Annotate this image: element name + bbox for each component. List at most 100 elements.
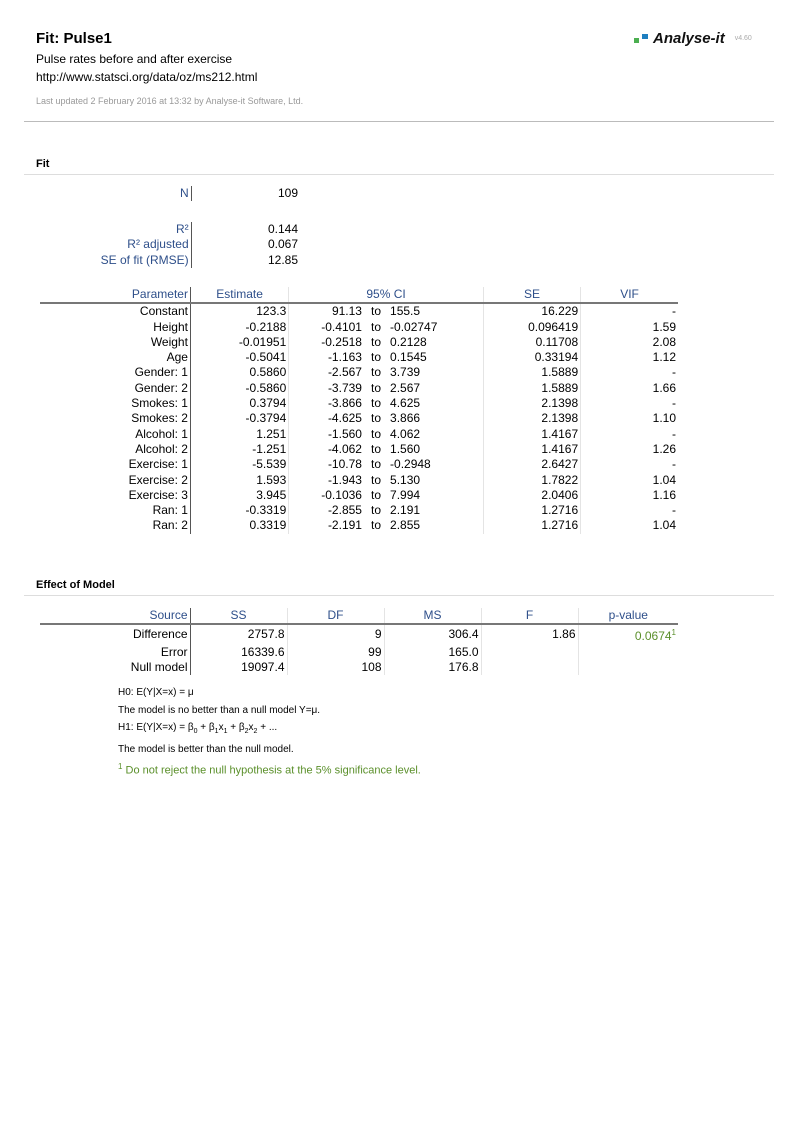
table-row: Age -0.5041 -1.163 to 0.1545 0.33194 1.12 bbox=[40, 350, 678, 366]
parameter-name: Exercise: 2 bbox=[40, 472, 191, 488]
standard-error: 1.4167 bbox=[483, 441, 582, 458]
estimate: -0.3794 bbox=[190, 411, 290, 427]
ss: 19097.4 bbox=[190, 659, 288, 676]
ci-upper: 4.625 bbox=[388, 396, 484, 412]
ms: 165.0 bbox=[384, 644, 482, 660]
parameter-name: Smokes: 1 bbox=[40, 396, 191, 412]
ci-to: to bbox=[370, 426, 381, 441]
vif: 2.08 bbox=[652, 334, 676, 349]
ci-lower: 91.13 bbox=[331, 304, 362, 319]
stat-label: R² bbox=[40, 222, 192, 238]
ci-upper: 2.191 bbox=[388, 503, 484, 519]
f bbox=[481, 659, 579, 676]
table-row: Error 16339.6 99 165.0 bbox=[40, 644, 678, 660]
estimate: -0.5041 bbox=[190, 350, 290, 366]
vif: - bbox=[672, 426, 676, 441]
ci-lower: -2.567 bbox=[327, 365, 362, 380]
ci-to: to bbox=[370, 457, 381, 472]
p-value bbox=[578, 660, 678, 675]
parameter-table: Parameter Estimate 95% CI SE VIF Constan… bbox=[40, 287, 678, 534]
parameter-name: Alcohol: 2 bbox=[40, 441, 191, 458]
stat-label: SE of fit (RMSE) bbox=[40, 252, 192, 268]
vif: 1.04 bbox=[652, 472, 676, 487]
ms: 306.4 bbox=[384, 624, 482, 645]
source-url[interactable]: http://www.statsci.org/data/oz/ms212.htm… bbox=[36, 70, 258, 84]
col-header: p-value bbox=[578, 608, 678, 626]
standard-error: 0.096419 bbox=[483, 319, 582, 335]
parameter-name: Age bbox=[40, 350, 191, 366]
standard-error: 1.4167 bbox=[483, 426, 582, 442]
table-row: Constant 123.3 91.13 to 155.5 16.229 - bbox=[40, 303, 678, 320]
ci-to: to bbox=[370, 503, 381, 518]
footnote: 1 Do not reject the null hypothesis at t… bbox=[118, 762, 421, 777]
p-value: 0.06741 bbox=[578, 624, 678, 644]
ci-upper: -0.02747 bbox=[388, 319, 484, 335]
logo-text: Analyse-it bbox=[653, 30, 725, 47]
estimate: -1.251 bbox=[190, 441, 290, 458]
ci-upper: 2.855 bbox=[388, 518, 484, 534]
ci-lower: -4.062 bbox=[327, 441, 362, 456]
divider bbox=[24, 121, 774, 122]
stat-row: SE of fit (RMSE) 12.85 bbox=[40, 252, 300, 268]
analyse-it-logo: Analyse-it v4.60 bbox=[634, 30, 752, 47]
vif: - bbox=[672, 457, 676, 472]
standard-error: 0.33194 bbox=[483, 350, 582, 366]
ci-lower: -1.560 bbox=[327, 426, 362, 441]
fit-stats-table: R² 0.144 R² adjusted 0.067 SE of fit (RMSE) 1… bbox=[40, 222, 300, 268]
logo-square-icon bbox=[642, 34, 648, 39]
ci-lower: -4.625 bbox=[327, 411, 362, 426]
parameter-name: Height bbox=[40, 319, 191, 335]
ci-lower: -0.2518 bbox=[321, 334, 362, 349]
estimate: 0.3794 bbox=[190, 396, 290, 412]
logo-square-icon bbox=[634, 38, 639, 43]
col-header: SS bbox=[190, 608, 288, 626]
f: 1.86 bbox=[481, 624, 579, 645]
ci-lower: -1.943 bbox=[327, 472, 362, 487]
table-row: Alcohol: 2 -1.251 -4.062 to 1.560 1.4167 1.26 bbox=[40, 441, 678, 458]
estimate: 1.251 bbox=[190, 426, 290, 442]
table-row: Null model 19097.4 108 176.8 bbox=[40, 659, 678, 676]
stat-label: R² adjusted bbox=[40, 237, 192, 253]
stat-row: R² adjusted 0.067 bbox=[40, 237, 300, 253]
ci-upper: 155.5 bbox=[388, 303, 484, 320]
ci-upper: 3.739 bbox=[388, 365, 484, 381]
estimate: 3.945 bbox=[190, 487, 290, 504]
standard-error: 2.1398 bbox=[483, 411, 582, 427]
ci-upper: 4.062 bbox=[388, 426, 484, 442]
ci-lower: -1.163 bbox=[327, 350, 362, 365]
ss: 2757.8 bbox=[190, 624, 288, 645]
version: v4.60 bbox=[734, 35, 752, 42]
ci-upper: 7.994 bbox=[388, 487, 484, 504]
estimate: -0.01951 bbox=[190, 334, 290, 351]
estimate: 123.3 bbox=[190, 303, 290, 320]
section-title-effect: Effect of Model bbox=[36, 579, 115, 591]
ci-upper: 0.1545 bbox=[388, 350, 484, 366]
divider bbox=[24, 174, 774, 175]
col-header: 95% CI bbox=[288, 287, 484, 305]
parameter-name: Exercise: 1 bbox=[40, 457, 191, 473]
table-row: Exercise: 2 1.593 -1.943 to 5.130 1.7822 1.04 bbox=[40, 472, 678, 488]
p-value-text: 0.0674 bbox=[634, 629, 672, 644]
table-row: Alcohol: 1 1.251 -1.560 to 4.062 1.4167 - bbox=[40, 426, 678, 442]
vif: 1.26 bbox=[652, 441, 676, 456]
table-row: Weight -0.01951 -0.2518 to 0.2128 0.11708 2.08 bbox=[40, 334, 678, 351]
standard-error: 1.7822 bbox=[483, 472, 582, 488]
ci-lower: -10.78 bbox=[327, 457, 362, 472]
standard-error: 1.2716 bbox=[483, 503, 582, 519]
vif: 1.66 bbox=[652, 380, 676, 395]
vif: 1.10 bbox=[652, 411, 676, 426]
table-row: Smokes: 1 0.3794 -3.866 to 4.625 2.1398 - bbox=[40, 396, 678, 412]
parameter-name: Constant bbox=[40, 303, 191, 320]
vif: - bbox=[672, 396, 676, 411]
vif: - bbox=[672, 503, 676, 518]
ci-upper: -0.2948 bbox=[388, 457, 484, 473]
parameter-name: Smokes: 2 bbox=[40, 411, 191, 427]
table-row: Ran: 2 0.3319 -2.191 to 2.855 1.2716 1.04 bbox=[40, 518, 678, 534]
ci-to: to bbox=[370, 319, 381, 334]
footnote-mark: 1 bbox=[671, 628, 676, 638]
estimate: 0.3319 bbox=[190, 518, 290, 534]
ci-upper: 3.866 bbox=[388, 411, 484, 427]
stat-value: 12.85 bbox=[267, 252, 298, 267]
table-row: Ran: 1 -0.3319 -2.855 to 2.191 1.2716 - bbox=[40, 503, 678, 519]
col-header: VIF bbox=[580, 287, 678, 305]
